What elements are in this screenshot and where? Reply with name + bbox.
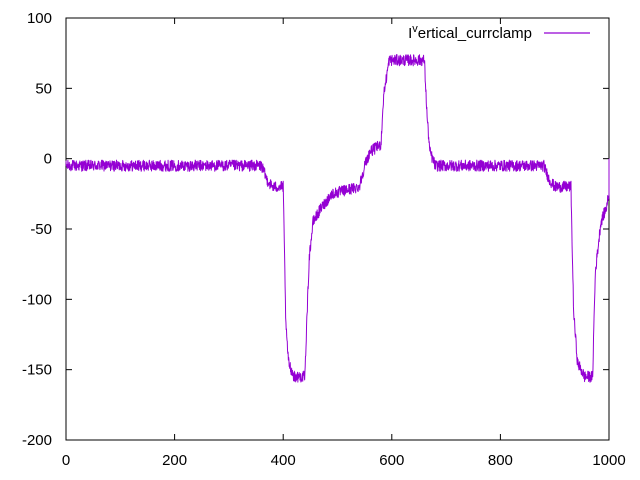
x-tick-label: 400 [271, 452, 296, 469]
y-tick-label: -200 [22, 432, 52, 449]
y-tick-label: 0 [44, 151, 52, 168]
legend: Ivertical_currclamp [408, 23, 590, 42]
y-tick-label: 100 [27, 10, 52, 27]
y-tick-label: -100 [22, 291, 52, 308]
y-tick-label: -50 [30, 221, 52, 238]
legend-label: Ivertical_currclamp [408, 23, 532, 42]
y-tick-label: -150 [22, 362, 52, 379]
plot-border [65, 17, 610, 441]
x-tick-label: 1000 [592, 452, 625, 469]
plot-area [65, 54, 610, 383]
x-tick-label: 800 [488, 452, 513, 469]
series-line [65, 54, 610, 383]
x-tick-label: 600 [379, 452, 404, 469]
x-tick-label: 200 [162, 452, 187, 469]
axes: 0 200 400 600 800 1000 -200 -150 -100 -50 0 50 100 [22, 10, 626, 469]
legend-label-part: I [408, 25, 412, 42]
y-tick-label: 50 [35, 80, 52, 97]
legend-label-superscript: v [412, 23, 418, 35]
legend-label-part: ertical_currclamp [418, 25, 532, 42]
x-tick-label: 0 [62, 452, 70, 469]
